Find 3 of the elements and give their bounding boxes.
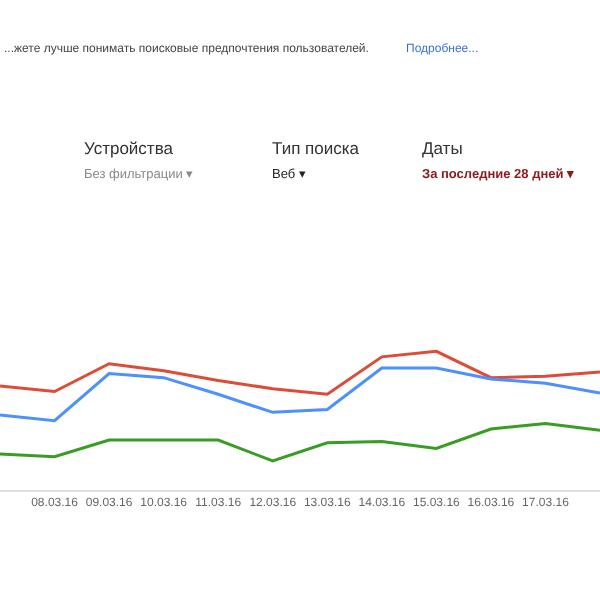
text: Даты [422,138,463,158]
text: Тип поиска [272,138,360,158]
text: Устройства [84,138,174,158]
